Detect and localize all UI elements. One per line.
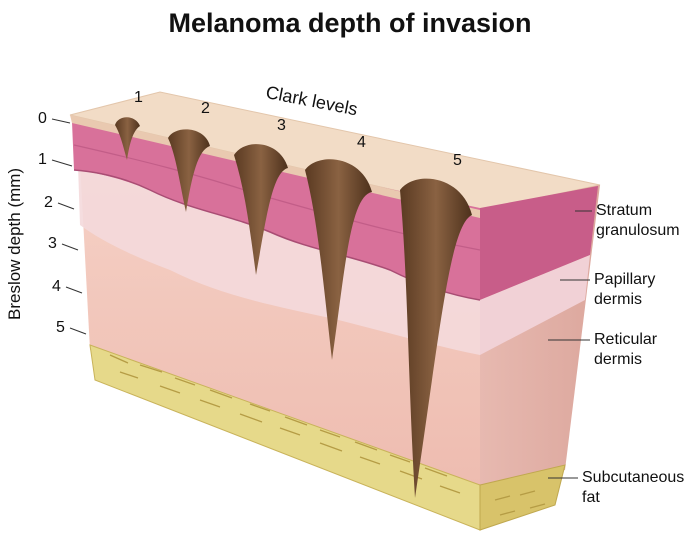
breslow-tick-3-line xyxy=(61,243,79,251)
fat-cell-outlines xyxy=(109,354,546,516)
clark-level-1: 1 xyxy=(134,89,143,106)
breslow-tick-1-line xyxy=(51,159,73,167)
papillary-label-line2: dermis xyxy=(594,291,643,308)
breslow-tick-4: 4 xyxy=(52,278,61,295)
fat-label-line1: Subcutaneous xyxy=(582,469,685,486)
stratum-granulosum-layer xyxy=(72,122,480,300)
breslow-tick-5: 5 xyxy=(56,319,65,336)
stratum-side xyxy=(480,186,598,300)
tumor-level-4 xyxy=(305,159,372,360)
clark-level-3: 3 xyxy=(277,117,286,134)
tumor-level-2 xyxy=(168,129,210,212)
papillary-dermis-layer xyxy=(78,165,480,355)
papillary-label-line1: Papillary xyxy=(594,271,656,288)
breslow-tick-3: 3 xyxy=(48,235,57,252)
page-title: Melanoma depth of invasion xyxy=(168,8,532,38)
tumor-level-5 xyxy=(400,178,472,498)
fat-label-line2: fat xyxy=(582,489,600,506)
stratum-label-line1: Stratum xyxy=(596,202,653,219)
breslow-tick-5-line xyxy=(69,327,87,335)
breslow-tick-2: 2 xyxy=(44,194,53,211)
breslow-axis-title: Breslow depth (mm) xyxy=(5,167,24,320)
subcutaneous-fat-side xyxy=(479,464,566,531)
breslow-tick-4-line xyxy=(65,286,83,294)
breslow-tick-2-line xyxy=(57,202,75,210)
reticular-label-line1: Reticular xyxy=(594,331,658,348)
clark-level-5: 5 xyxy=(453,152,462,169)
tumor-level-3 xyxy=(234,144,288,275)
breslow-tick-0-line xyxy=(51,118,71,124)
stratum-label-line2: granulosum xyxy=(596,222,680,239)
breslow-tick-0: 0 xyxy=(38,110,47,127)
reticular-label-line2: dermis xyxy=(594,351,643,368)
breslow-tick-1: 1 xyxy=(38,151,47,168)
clark-level-4: 4 xyxy=(357,134,366,151)
clark-level-2: 2 xyxy=(201,100,210,117)
tumor-level-1 xyxy=(115,117,140,160)
